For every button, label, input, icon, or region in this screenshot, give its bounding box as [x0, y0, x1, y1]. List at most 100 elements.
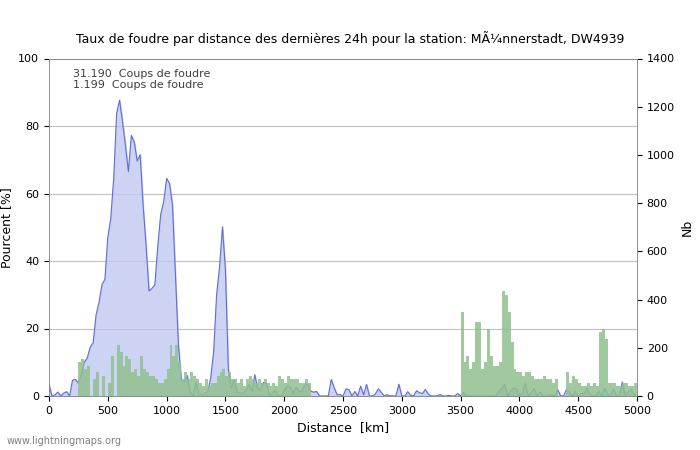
Bar: [575, 379, 578, 396]
Bar: [631, 386, 634, 396]
Bar: [590, 386, 593, 396]
Text: www.lightningmaps.org: www.lightningmaps.org: [7, 436, 122, 446]
Bar: [275, 386, 279, 396]
Bar: [473, 362, 475, 396]
Bar: [549, 379, 552, 396]
Bar: [211, 382, 214, 396]
Bar: [220, 373, 223, 396]
Bar: [108, 382, 111, 396]
Bar: [554, 379, 558, 396]
Bar: [508, 311, 510, 396]
Bar: [534, 379, 537, 396]
Bar: [190, 373, 193, 396]
Bar: [584, 386, 587, 396]
Bar: [569, 382, 573, 396]
Bar: [134, 369, 137, 396]
Bar: [299, 382, 302, 396]
Text: 31.190  Coups de foudre
1.199  Coups de foudre: 31.190 Coups de foudre 1.199 Coups de fo…: [73, 68, 210, 90]
Bar: [172, 356, 176, 396]
Bar: [149, 376, 152, 396]
Bar: [208, 386, 211, 396]
Bar: [505, 295, 508, 396]
Bar: [478, 322, 481, 396]
Bar: [237, 382, 240, 396]
Bar: [249, 376, 252, 396]
Bar: [481, 369, 484, 396]
Bar: [517, 373, 519, 396]
Y-axis label: Pourcent [%]: Pourcent [%]: [0, 187, 13, 268]
Bar: [566, 373, 569, 396]
Bar: [625, 382, 628, 396]
Bar: [225, 376, 228, 396]
Bar: [461, 311, 463, 396]
Bar: [296, 379, 299, 396]
Bar: [167, 369, 169, 396]
Bar: [240, 379, 243, 396]
Bar: [581, 386, 584, 396]
Bar: [304, 379, 308, 396]
Bar: [88, 365, 90, 396]
Bar: [499, 362, 502, 396]
Bar: [146, 373, 149, 396]
Bar: [617, 386, 620, 396]
Bar: [540, 379, 543, 396]
Bar: [502, 292, 505, 396]
Bar: [184, 373, 187, 396]
Bar: [463, 362, 466, 396]
Bar: [510, 342, 514, 396]
Bar: [602, 328, 605, 396]
Bar: [610, 382, 613, 396]
Bar: [228, 373, 231, 396]
Bar: [287, 376, 290, 396]
Bar: [120, 352, 122, 396]
Bar: [490, 356, 493, 396]
Bar: [546, 379, 549, 396]
Bar: [78, 362, 81, 396]
Bar: [122, 365, 125, 396]
Bar: [608, 382, 610, 396]
Bar: [202, 386, 205, 396]
Bar: [137, 376, 140, 396]
Bar: [496, 365, 499, 396]
Bar: [302, 382, 304, 396]
Bar: [531, 376, 534, 396]
Bar: [216, 376, 220, 396]
Bar: [573, 376, 575, 396]
Y-axis label: Nb: Nb: [680, 219, 694, 236]
Bar: [613, 382, 617, 396]
Bar: [214, 382, 216, 396]
Bar: [514, 369, 517, 396]
Bar: [93, 379, 96, 396]
Bar: [84, 369, 88, 396]
Bar: [264, 379, 267, 396]
Bar: [258, 379, 260, 396]
Bar: [470, 369, 473, 396]
Bar: [155, 379, 158, 396]
Bar: [593, 382, 596, 396]
Bar: [605, 338, 608, 396]
Bar: [152, 376, 155, 396]
Bar: [522, 376, 525, 396]
Bar: [243, 386, 246, 396]
Bar: [158, 382, 161, 396]
Bar: [102, 376, 105, 396]
Bar: [125, 356, 128, 396]
Bar: [475, 322, 478, 396]
Bar: [196, 379, 199, 396]
Bar: [132, 373, 134, 396]
Bar: [187, 379, 190, 396]
Bar: [255, 382, 258, 396]
Bar: [128, 359, 132, 396]
Bar: [272, 382, 275, 396]
X-axis label: Distance  [km]: Distance [km]: [297, 421, 389, 434]
Bar: [543, 376, 546, 396]
Bar: [199, 382, 202, 396]
Bar: [164, 379, 167, 396]
Bar: [484, 362, 487, 396]
Bar: [143, 369, 146, 396]
Bar: [176, 346, 178, 396]
Bar: [466, 356, 470, 396]
Bar: [293, 379, 296, 396]
Bar: [81, 359, 84, 396]
Bar: [161, 382, 164, 396]
